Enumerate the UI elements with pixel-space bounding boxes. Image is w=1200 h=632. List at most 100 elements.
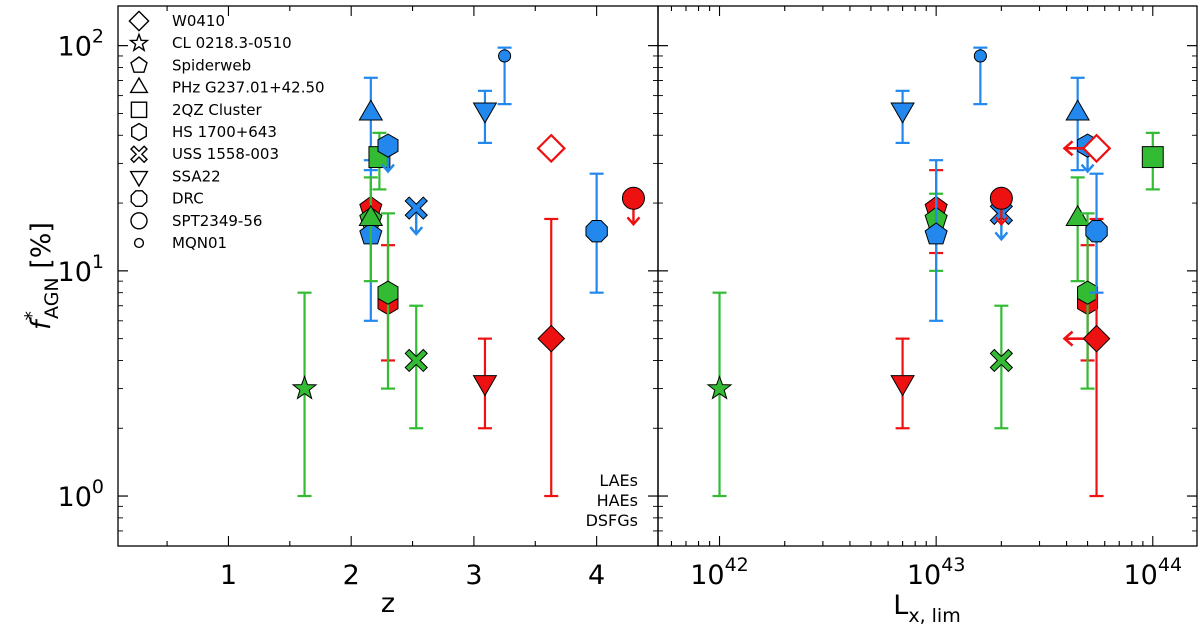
- right-marker-pentagon: [924, 222, 948, 245]
- left-marker-octagon: [585, 220, 608, 243]
- y-axis-label-sub: AGN: [41, 277, 63, 319]
- right-marker-small-circle: [973, 49, 987, 63]
- legend-marker-triangle-down: [129, 170, 149, 188]
- left-marker-triangle-down: [472, 375, 498, 397]
- left-point: [472, 337, 498, 430]
- right-upper-limit-arrowhead: [994, 231, 1009, 242]
- right-axis-ticks: 1042 1043 1044: [658, 6, 1197, 591]
- legend-marker-cross: [130, 145, 148, 164]
- right-point: [989, 186, 1013, 227]
- left-point: [377, 212, 399, 390]
- right-point: [890, 89, 915, 144]
- left-axis-ticks: 100 101 102 1 2 3 4: [58, 6, 659, 591]
- right-point: [890, 337, 915, 430]
- legend-marker-hexagon: [131, 122, 147, 142]
- left-x-tick-label: 3: [465, 560, 482, 591]
- left-point: [291, 291, 318, 498]
- legend-label: SSA22: [172, 167, 221, 185]
- left-x-tick-label: 1: [220, 560, 237, 591]
- right-marker-triangle-down: [890, 102, 915, 124]
- right-x-axis-label-sub: x, lim: [908, 605, 960, 627]
- left-data-marks: [291, 46, 645, 498]
- right-x-tick-label: 1042: [690, 554, 749, 591]
- right-panel: 1042 1043 1044 Lx, lim: [657, 5, 1198, 627]
- right-point: [924, 159, 948, 322]
- left-point: [358, 176, 384, 283]
- color-legend-label: DSFGs: [586, 511, 638, 530]
- left-marker-triangle-down: [472, 102, 498, 124]
- right-marker-cross: [989, 348, 1014, 373]
- right-x-axis-label: Lx, lim: [893, 590, 960, 627]
- right-x-limit-arrowhead: [1062, 140, 1074, 157]
- legend-label: W0410: [172, 12, 225, 30]
- left-upper-limit-arrowhead: [626, 216, 641, 227]
- left-marker-triangle-up: [358, 99, 384, 121]
- left-marker-hexagon: [377, 133, 399, 158]
- right-upper-limit-arrowhead: [994, 216, 1009, 227]
- legend-label: DRC: [172, 190, 204, 208]
- right-x-tick-label: 1044: [1124, 554, 1183, 591]
- legend-marker-star: [128, 32, 150, 52]
- right-marker-triangle-up: [1065, 99, 1090, 121]
- right-point: [989, 304, 1014, 430]
- right-marker-triangle-up: [1065, 204, 1090, 227]
- right-data-marks: [706, 46, 1164, 498]
- left-point: [472, 89, 498, 144]
- right-marker-triangle-down: [890, 375, 915, 397]
- left-marker-small-circle: [498, 49, 512, 63]
- legend-label: SPT2349-56: [172, 212, 262, 230]
- left-marker-triangle-up: [358, 204, 384, 227]
- y-axis-label: f*AGN [%]: [21, 222, 63, 330]
- right-plot-frame: [657, 5, 1198, 547]
- right-point: [973, 46, 988, 106]
- right-marker-diamond: [1082, 324, 1111, 353]
- left-marker-star: [291, 375, 318, 400]
- left-point: [585, 172, 608, 294]
- left-point: [404, 196, 428, 236]
- y-axis-label-sup: *: [21, 311, 43, 321]
- legend-marker-small-circle: [133, 237, 145, 249]
- color-legend-label: HAEs: [597, 491, 638, 510]
- legend-label: CL 0218.3-0510: [172, 34, 292, 52]
- left-x-tick-label: 4: [588, 560, 605, 591]
- right-point: [1077, 212, 1099, 390]
- left-point: [537, 217, 566, 498]
- right-point: [1062, 133, 1112, 164]
- y-tick-label: 102: [58, 26, 104, 63]
- left-marker-hexagon: [377, 280, 399, 305]
- right-point: [1085, 172, 1108, 294]
- left-x-axis-label: z: [381, 588, 395, 619]
- left-x-tick-label: 2: [343, 560, 360, 591]
- right-marker-octagon: [1085, 220, 1108, 243]
- right-x-axis-label-main: L: [893, 590, 908, 621]
- left-upper-limit-arrowhead: [381, 163, 395, 174]
- right-point: [1065, 176, 1090, 283]
- left-marker-cross: [404, 196, 428, 220]
- right-point: [706, 291, 733, 498]
- right-marker-square: [1141, 146, 1164, 169]
- legend-marker-pentagon: [130, 56, 148, 73]
- right-marker-star: [706, 375, 733, 400]
- legend-label: Spiderweb: [172, 56, 251, 74]
- left-point: [404, 304, 428, 430]
- legend-marker-diamond: [128, 10, 150, 32]
- color-legend-label: LAEs: [599, 471, 638, 490]
- legend-marker-octagon: [130, 190, 148, 208]
- y-tick-label: 100: [58, 476, 104, 513]
- left-panel: 100 101 102 1 2 3 4 W0410 CL 0218.3-0510 Spiderw…: [21, 5, 659, 619]
- legend-label: 2QZ Cluster: [172, 101, 262, 119]
- y-tick-label: 101: [58, 251, 104, 288]
- left-point: [621, 186, 645, 227]
- legend-label: MQN01: [172, 234, 227, 252]
- right-x-limit-arrowhead: [1062, 330, 1074, 347]
- left-point: [377, 133, 399, 174]
- marker-legend: W0410 CL 0218.3-0510 Spiderweb PHz G237.01+…: [128, 10, 325, 252]
- left-point: [497, 46, 512, 106]
- legend-label: USS 1558-003: [172, 145, 279, 163]
- legend-label: HS 1700+643: [172, 123, 277, 141]
- legend-marker-triangle-up: [129, 76, 149, 94]
- right-marker-circle: [989, 186, 1013, 210]
- left-marker-diamond: [537, 324, 566, 353]
- left-upper-limit-arrowhead: [409, 226, 424, 236]
